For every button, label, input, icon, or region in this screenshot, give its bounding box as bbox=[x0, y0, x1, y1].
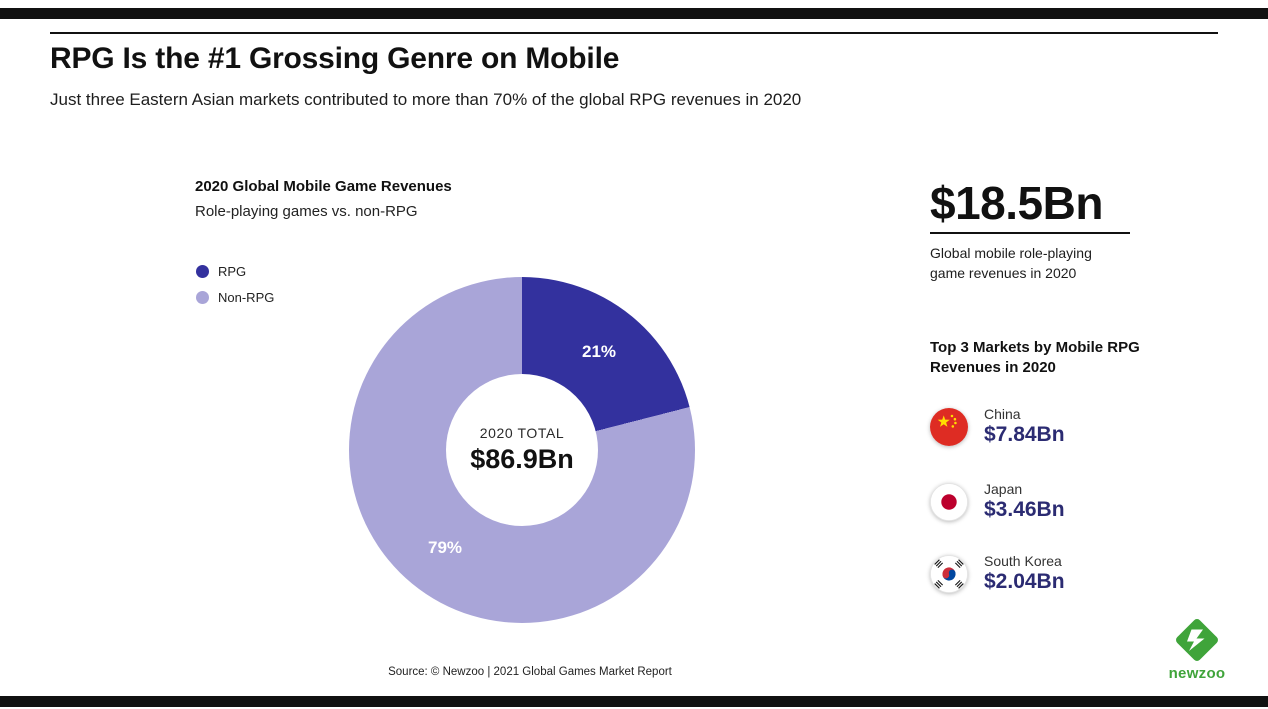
market-item-south-korea: South Korea $2.04Bn bbox=[930, 553, 1065, 594]
newzoo-logo-text: newzoo bbox=[1168, 665, 1226, 682]
markets-title: Top 3 Markets by Mobile RPG Revenues in … bbox=[930, 339, 1140, 377]
page-subtitle: Just three Eastern Asian markets contrib… bbox=[50, 90, 802, 109]
rpg-legend-swatch-icon bbox=[196, 265, 209, 278]
donut-hole: 2020 TOTAL $86.9Bn bbox=[446, 374, 598, 526]
slice-label-rpg: 21% bbox=[581, 342, 617, 361]
bottom-border-bar bbox=[0, 696, 1268, 707]
legend-label-rpg: RPG bbox=[218, 264, 247, 279]
japan-flag-icon bbox=[930, 482, 968, 521]
market-country: China bbox=[984, 406, 1021, 422]
market-country: Japan bbox=[984, 481, 1023, 497]
chart-title: 2020 Global Mobile Game Revenues bbox=[195, 178, 452, 195]
south-korea-flag-icon bbox=[930, 554, 968, 593]
market-value: $7.84Bn bbox=[984, 423, 1065, 446]
header-rule bbox=[50, 32, 1218, 34]
page-title: RPG Is the #1 Grossing Genre on Mobile bbox=[50, 42, 620, 75]
china-flag-icon bbox=[930, 407, 968, 446]
market-item-japan: Japan $3.46Bn bbox=[930, 481, 1065, 522]
market-text: Japan $3.46Bn bbox=[984, 481, 1065, 522]
newzoo-logo: newzoo bbox=[1164, 616, 1230, 682]
top-border-bar bbox=[0, 8, 1268, 19]
legend-item-nonrpg: Non-RPG bbox=[196, 290, 274, 305]
legend-label-nonrpg: Non-RPG bbox=[218, 290, 275, 305]
chart-legend: RPG Non-RPG bbox=[196, 264, 274, 305]
newzoo-logo-icon bbox=[1176, 619, 1218, 661]
headline-caption: Global mobile role-playing game revenues… bbox=[930, 245, 1092, 281]
market-text: South Korea $2.04Bn bbox=[984, 553, 1065, 594]
market-text: China $7.84Bn bbox=[984, 406, 1065, 447]
donut-chart: 21% 79% 2020 TOTAL $86.9Bn bbox=[349, 277, 695, 623]
chart-subtitle: Role-playing games vs. non-RPG bbox=[195, 203, 418, 220]
headline-value: $18.5Bn bbox=[930, 177, 1103, 229]
market-value: $3.46Bn bbox=[984, 498, 1065, 521]
donut-center-label: 2020 TOTAL bbox=[479, 425, 565, 441]
nonrpg-legend-swatch-icon bbox=[196, 291, 209, 304]
market-country: South Korea bbox=[984, 553, 1062, 569]
legend-item-rpg: RPG bbox=[196, 264, 274, 279]
headline-rule bbox=[930, 232, 1130, 234]
donut-center-value: $86.9Bn bbox=[470, 444, 574, 474]
slice-label-nonrpg: 79% bbox=[427, 538, 463, 557]
market-item-china: China $7.84Bn bbox=[930, 406, 1065, 447]
source-note: Source: © Newzoo | 2021 Global Games Mar… bbox=[388, 666, 672, 678]
market-value: $2.04Bn bbox=[984, 570, 1065, 593]
